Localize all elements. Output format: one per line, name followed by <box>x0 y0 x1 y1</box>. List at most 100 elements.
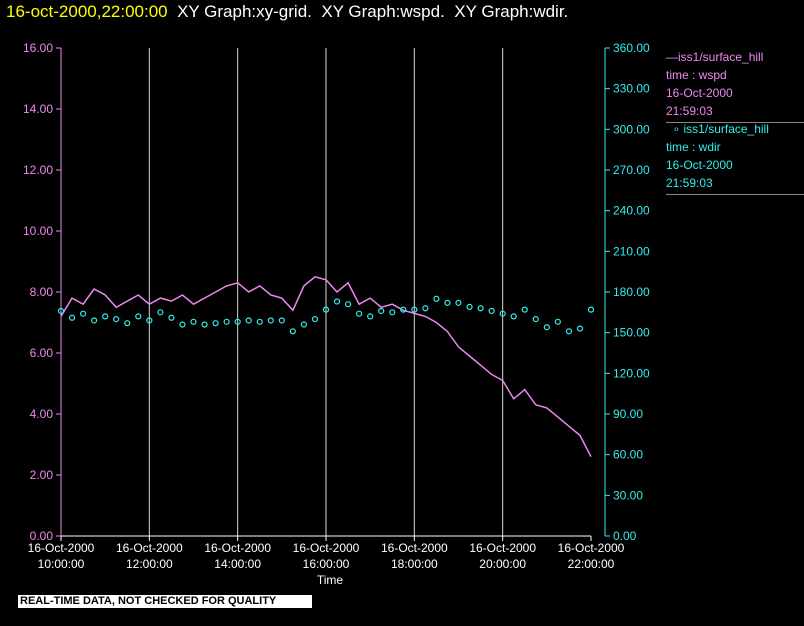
y-left-tick-label: 12.00 <box>23 163 53 177</box>
title-bar: 16-oct-2000,22:00:00 XY Graph:xy-grid. X… <box>6 2 568 22</box>
wdir-point <box>333 298 341 305</box>
y-right-tick-label: 0.00 <box>613 529 637 543</box>
wdir-point <box>576 325 584 332</box>
wdir-point <box>267 317 274 324</box>
x-tick-label-date: 16-Oct-2000 <box>293 541 360 555</box>
legend-entry-wspd: —iss1/surface_hill time : wspd 16-Oct-20… <box>666 48 804 123</box>
title-graph-wspd: XY Graph:wspd. <box>321 2 445 21</box>
legend-wdir-source: ∘ iss1/surface_hill <box>666 122 769 136</box>
wdir-point <box>411 306 418 313</box>
legend-wdir-date: 16-Oct-2000 <box>666 158 733 172</box>
wdir-point <box>91 317 98 324</box>
wdir-point <box>311 316 319 323</box>
wdir-point <box>378 307 385 315</box>
wdir-point <box>179 321 186 328</box>
x-tick-label-time: 18:00:00 <box>391 557 438 571</box>
wdir-point <box>57 307 65 315</box>
y-left-tick-label: 4.00 <box>30 407 54 421</box>
x-tick-label-date: 16-Oct-2000 <box>204 541 271 555</box>
wdir-point <box>543 324 550 331</box>
wdir-point <box>565 328 573 335</box>
y-right-tick-label: 210.00 <box>613 244 650 258</box>
wdir-series <box>57 295 595 335</box>
wdir-point <box>322 306 330 313</box>
title-date: 16-oct-2000,22:00:00 <box>6 2 168 21</box>
x-tick-label-time: 14:00:00 <box>214 557 261 571</box>
wdir-point <box>68 314 76 321</box>
wdir-point <box>79 310 87 317</box>
wdir-point <box>344 301 352 308</box>
wdir-point <box>223 318 230 325</box>
legend-wspd-date: 16-Oct-2000 <box>666 86 733 100</box>
wdir-point <box>521 306 528 313</box>
wdir-point <box>234 318 241 325</box>
y-right-tick-label: 330.00 <box>613 82 650 96</box>
line-marker-icon: — <box>666 50 678 64</box>
x-tick-label-date: 16-Oct-2000 <box>469 541 536 555</box>
legend-wdir-time: 21:59:03 <box>666 176 713 190</box>
wdir-point <box>124 320 131 327</box>
wdir-point <box>256 318 263 325</box>
wdir-point <box>554 318 561 325</box>
wdir-point <box>433 295 440 302</box>
y-right-tick-label: 30.00 <box>613 488 643 502</box>
wdir-point <box>289 328 296 335</box>
wdir-point <box>510 313 517 320</box>
wspd-series <box>60 275 592 458</box>
y-left-tick-label: 14.00 <box>23 102 53 116</box>
wdir-point <box>499 310 506 317</box>
x-tick-label-date: 16-Oct-2000 <box>28 541 95 555</box>
y-right-tick-label: 240.00 <box>613 204 650 218</box>
circle-marker-icon: ∘ <box>666 122 684 136</box>
legend-wspd-variable: time : wspd <box>666 68 727 82</box>
y-right-tick-label: 150.00 <box>613 326 650 340</box>
wdir-point <box>488 307 495 315</box>
x-tick-label-time: 22:00:00 <box>568 557 615 571</box>
wdir-point <box>157 309 164 316</box>
y-right-tick-label: 360.00 <box>613 41 650 55</box>
wdir-point <box>444 299 451 306</box>
x-tick-label-date: 16-Oct-2000 <box>381 541 448 555</box>
y-left-tick-label: 0.00 <box>30 529 54 543</box>
wdir-point <box>135 313 142 320</box>
quality-warning-note: REAL-TIME DATA, NOT CHECKED FOR QUALITY <box>18 595 312 608</box>
legend-wspd-time: 21:59:03 <box>666 104 713 118</box>
legend-wspd-source: —iss1/surface_hill <box>666 50 764 64</box>
x-tick-label-time: 20:00:00 <box>479 557 526 571</box>
y-left-tick-label: 10.00 <box>23 224 53 238</box>
wdir-point <box>168 314 175 321</box>
y-right-tick-label: 60.00 <box>613 448 643 462</box>
axes: 16-Oct-2000 10:00:00 16-Oct-2000 12:00:00 16… <box>23 41 650 571</box>
y-right-tick-label: 270.00 <box>613 163 650 177</box>
y-right-tick-label: 300.00 <box>613 122 650 136</box>
x-axis-label: Time <box>317 573 344 587</box>
y-left-tick-label: 2.00 <box>30 468 54 482</box>
legend-wdir-variable: time : wdir <box>666 140 721 154</box>
y-right-tick-label: 90.00 <box>613 407 643 421</box>
wdir-point <box>532 316 539 323</box>
wdir-point <box>389 309 396 316</box>
y-left-tick-label: 8.00 <box>30 285 54 299</box>
x-tick-label-date: 16-Oct-2000 <box>558 541 625 555</box>
wdir-point <box>245 317 252 324</box>
wdir-point <box>201 321 208 328</box>
wdir-point <box>278 317 285 324</box>
wdir-point <box>587 306 595 313</box>
wspd-line <box>60 275 592 458</box>
wdir-point <box>190 318 197 325</box>
x-tick-label-time: 10:00:00 <box>38 557 85 571</box>
title-graph-wdir: XY Graph:wdir. <box>454 2 569 21</box>
legend-entry-wdir: ∘ iss1/surface_hill time : wdir 16-Oct-2… <box>666 120 804 195</box>
wdir-point <box>422 305 429 312</box>
wdir-point <box>113 316 120 323</box>
wdir-point <box>102 313 109 320</box>
wdir-point <box>212 320 219 327</box>
y-right-tick-label: 180.00 <box>613 285 650 299</box>
wdir-point <box>356 310 363 317</box>
wdir-point <box>300 321 308 328</box>
grid-lines <box>148 48 504 536</box>
x-tick-label-date: 16-Oct-2000 <box>116 541 183 555</box>
wdir-point <box>146 317 153 324</box>
y-left-tick-label: 16.00 <box>23 41 53 55</box>
